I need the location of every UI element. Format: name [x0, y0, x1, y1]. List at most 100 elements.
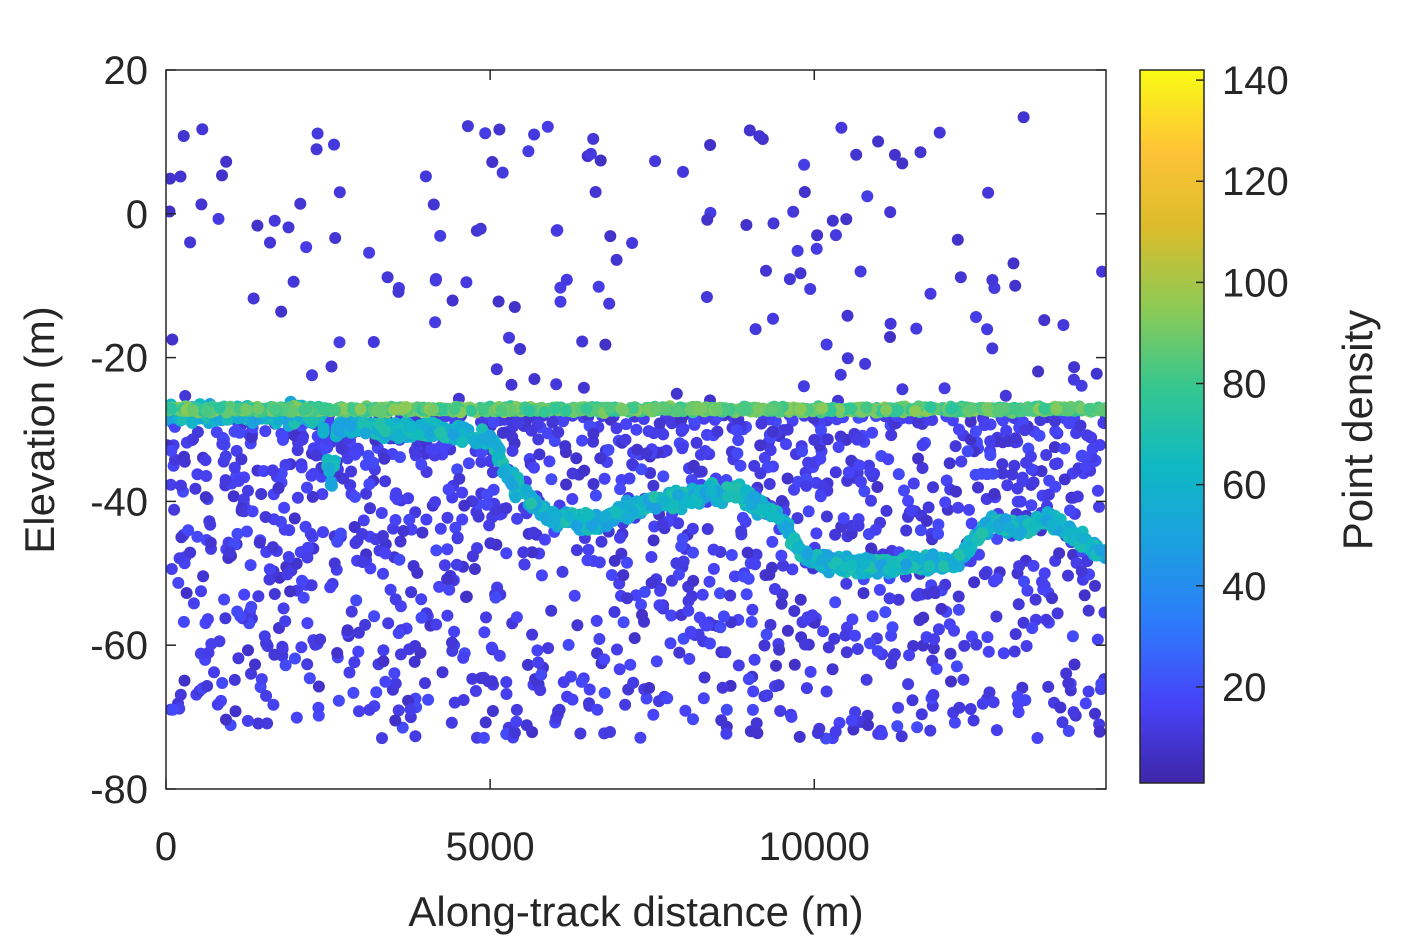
noise-point	[797, 380, 810, 393]
noise-point	[191, 530, 204, 543]
noise-point	[978, 419, 991, 432]
noise-point	[260, 689, 273, 702]
noise-point	[593, 633, 606, 645]
noise-point	[189, 482, 202, 495]
noise-point	[704, 139, 717, 151]
noise-point	[408, 445, 421, 457]
noise-point	[837, 512, 850, 525]
noise-point	[884, 206, 897, 219]
noise-point	[390, 487, 403, 500]
surface-point	[909, 405, 921, 417]
noise-point	[763, 478, 776, 490]
surface-point	[548, 402, 561, 415]
colorbar-tick-label: 100	[1222, 261, 1289, 305]
x-tick-label: 5000	[446, 825, 535, 869]
surface-point	[328, 404, 341, 417]
noise-point	[404, 703, 417, 716]
noise-point	[703, 575, 716, 588]
noise-point	[649, 155, 662, 168]
surface-point	[626, 402, 639, 415]
noise-point	[263, 563, 276, 576]
noise-point	[755, 417, 768, 430]
noise-point	[472, 510, 485, 523]
noise-point	[394, 451, 406, 464]
noise-point	[283, 524, 296, 537]
noise-point	[574, 727, 587, 740]
noise-point	[481, 488, 493, 501]
noise-point	[802, 505, 815, 518]
noise-point	[850, 148, 863, 161]
noise-point	[500, 547, 513, 560]
noise-point	[187, 597, 200, 610]
noise-point	[647, 479, 660, 492]
noise-point	[1011, 482, 1024, 495]
noise-point	[715, 714, 728, 727]
noise-point	[394, 535, 407, 548]
noise-point	[288, 512, 301, 525]
noise-point	[394, 648, 407, 661]
noise-point	[195, 585, 207, 598]
noise-point	[257, 465, 270, 477]
noise-point	[510, 703, 523, 716]
noise-point	[232, 652, 245, 665]
noise-point	[1043, 474, 1056, 487]
noise-point	[800, 479, 813, 492]
noise-point	[203, 515, 216, 528]
noise-point	[686, 522, 699, 535]
noise-point	[717, 610, 730, 623]
noise-point	[396, 721, 409, 734]
noise-point	[278, 501, 291, 514]
colorbar-tick-label: 20	[1222, 666, 1267, 710]
colorbar-tick-label: 120	[1222, 160, 1289, 204]
noise-point	[631, 443, 644, 456]
noise-point	[352, 626, 365, 639]
surface-point	[752, 403, 765, 416]
noise-point	[1057, 319, 1070, 331]
noise-point	[636, 608, 648, 621]
noise-point	[201, 680, 214, 692]
noise-point	[840, 577, 853, 590]
surface-point	[684, 403, 697, 416]
ground-point	[1076, 532, 1089, 545]
noise-point	[798, 158, 811, 171]
noise-point	[405, 586, 418, 599]
noise-point	[820, 510, 833, 523]
noise-point	[1007, 257, 1020, 270]
surface-point	[880, 404, 893, 416]
noise-point	[1075, 379, 1088, 392]
noise-point	[661, 692, 674, 705]
noise-point	[238, 505, 251, 518]
noise-point	[461, 120, 474, 133]
surface-point	[711, 403, 723, 416]
noise-point	[865, 542, 878, 555]
ground-point	[1094, 544, 1106, 557]
noise-point	[184, 236, 197, 249]
noise-point	[614, 531, 626, 544]
noise-point	[566, 693, 579, 706]
noise-point	[570, 544, 583, 557]
noise-point	[1009, 432, 1022, 445]
y-tick-label: -20	[90, 337, 148, 381]
noise-point	[869, 523, 882, 536]
noise-point	[389, 514, 402, 526]
noise-point	[560, 478, 573, 491]
noise-point	[853, 459, 866, 472]
noise-point	[1040, 449, 1053, 461]
noise-point	[679, 704, 692, 717]
noise-point	[978, 568, 991, 581]
noise-point	[1019, 694, 1032, 707]
noise-point	[829, 596, 842, 609]
noise-point	[828, 632, 841, 645]
noise-point	[953, 701, 966, 714]
noise-point	[535, 569, 548, 582]
noise-point	[252, 717, 265, 730]
noise-point	[468, 563, 481, 575]
noise-point	[750, 717, 763, 730]
noise-point	[988, 488, 1001, 500]
noise-point	[434, 522, 447, 535]
noise-point	[356, 528, 369, 540]
noise-point	[389, 677, 402, 690]
noise-point	[814, 452, 827, 465]
noise-point	[527, 526, 540, 539]
colorbar-tick-label: 80	[1222, 363, 1267, 407]
